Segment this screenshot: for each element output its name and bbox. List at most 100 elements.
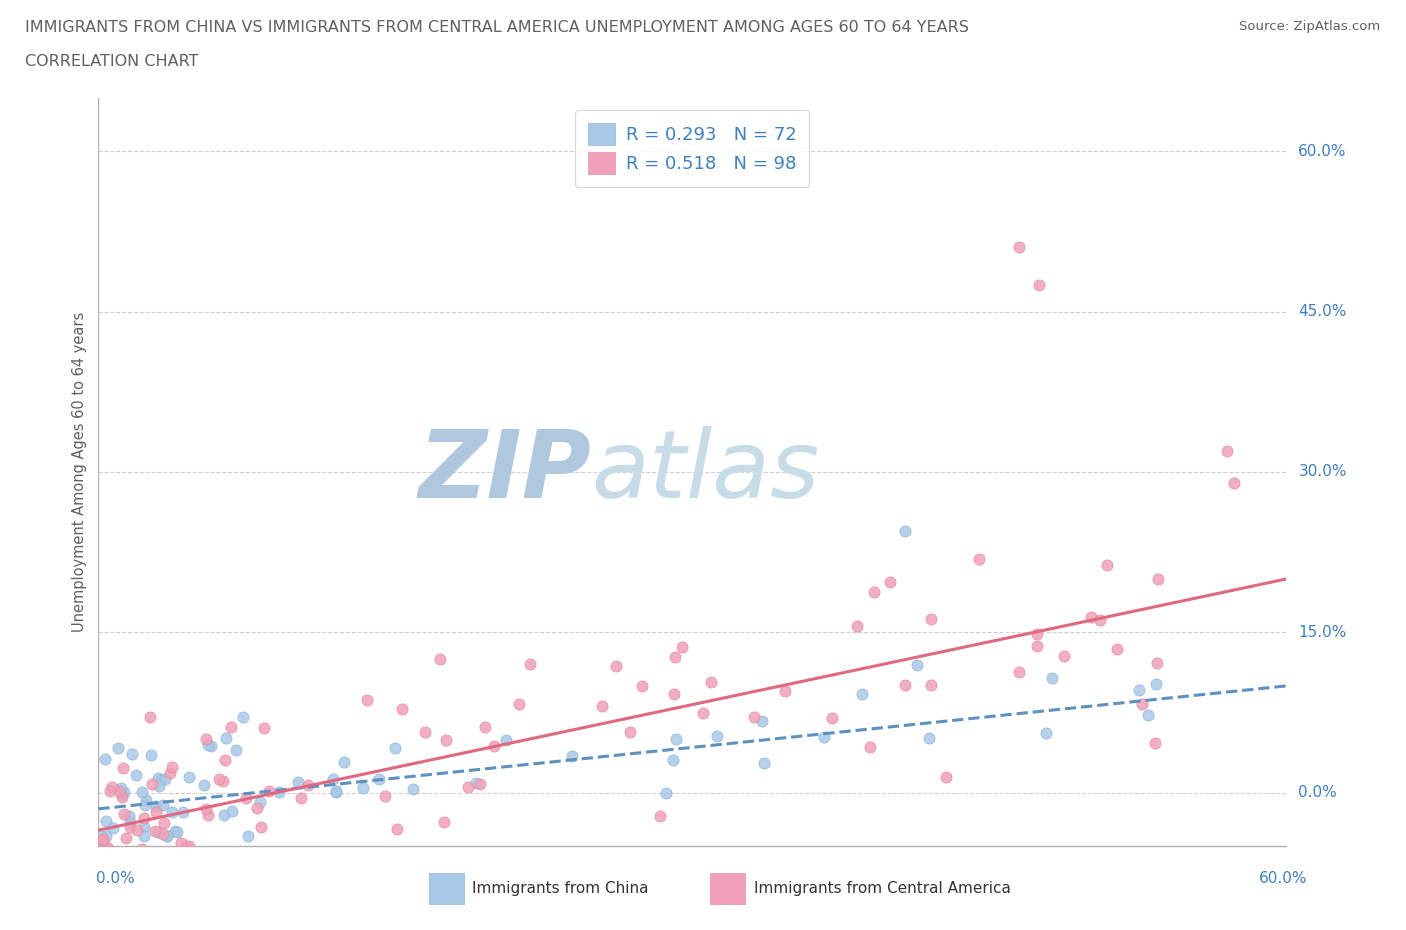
Point (208, 772, 231, 787)
Point (135, 793, 157, 808)
Point (170, 836, 193, 851)
Point (433, 815, 456, 830)
Point (94, 751, 117, 766)
Point (561, 749, 583, 764)
Point (121, 850, 143, 865)
Point (751, 714, 773, 729)
Point (465, 776, 488, 790)
Point (508, 697, 530, 711)
Point (773, 684, 796, 698)
Point (253, 721, 276, 736)
Point (385, 821, 408, 836)
Point (141, 777, 163, 791)
Point (159, 765, 181, 780)
Point (219, 720, 242, 735)
Point (662, 752, 685, 767)
Point (193, 777, 215, 792)
Point (352, 781, 374, 796)
Point (200, 738, 222, 753)
Point (225, 743, 247, 758)
Point (194, 850, 217, 865)
Point (112, 760, 135, 775)
Point (131, 784, 153, 799)
Point (1146, 656, 1168, 671)
Point (145, 799, 167, 814)
Point (153, 816, 176, 830)
Point (1146, 572, 1168, 587)
Point (429, 652, 451, 667)
Text: CORRELATION CHART: CORRELATION CHART (25, 54, 198, 69)
Point (249, 794, 271, 809)
Point (1080, 610, 1102, 625)
Point (145, 805, 167, 820)
Point (630, 679, 652, 694)
Point (752, 755, 775, 770)
Text: atlas: atlas (592, 427, 820, 517)
Point (700, 674, 723, 689)
Point (195, 802, 218, 817)
Point (91, 831, 114, 846)
Point (121, 747, 143, 762)
Point (692, 706, 714, 721)
Point (482, 739, 505, 754)
Point (325, 784, 347, 799)
Point (179, 770, 201, 785)
Point (152, 797, 174, 812)
Point (1095, 557, 1118, 572)
Point (118, 819, 141, 834)
Point (290, 791, 312, 806)
Text: 45.0%: 45.0% (1298, 304, 1347, 319)
Point (148, 778, 170, 793)
Point (197, 807, 219, 822)
Point (1088, 613, 1111, 628)
Point (112, 785, 135, 800)
Point (664, 649, 686, 664)
Point (107, 740, 129, 755)
Point (862, 584, 884, 599)
Point (920, 612, 942, 627)
Point (851, 687, 873, 702)
Point (742, 710, 765, 724)
Point (156, 829, 179, 844)
Point (156, 829, 179, 844)
Point (662, 686, 685, 701)
Point (132, 820, 155, 835)
Point (1008, 240, 1031, 255)
Point (1053, 649, 1076, 664)
Point (920, 678, 942, 693)
Text: ZIP: ZIP (419, 426, 592, 518)
Point (1042, 671, 1064, 685)
Point (1216, 444, 1239, 458)
Point (91, 832, 114, 847)
Point (1028, 277, 1050, 292)
Point (1026, 638, 1049, 653)
Point (152, 827, 174, 842)
Point (238, 829, 260, 844)
Point (101, 780, 124, 795)
Point (219, 850, 242, 865)
Point (235, 790, 257, 805)
Point (249, 819, 271, 834)
Point (967, 551, 990, 566)
Point (163, 824, 186, 839)
Point (402, 781, 425, 796)
Point (894, 524, 917, 538)
Point (215, 730, 238, 745)
Point (212, 808, 235, 823)
Point (125, 768, 148, 783)
Point (94, 842, 117, 857)
Text: 60.0%: 60.0% (1298, 143, 1347, 159)
Point (96, 840, 118, 855)
Text: IMMIGRANTS FROM CHINA VS IMMIGRANTS FROM CENTRAL AMERICA UNEMPLOYMENT AMONG AGES: IMMIGRANTS FROM CHINA VS IMMIGRANTS FROM… (25, 20, 969, 35)
Point (468, 777, 491, 791)
Point (374, 789, 396, 804)
Point (120, 815, 142, 830)
Text: 30.0%: 30.0% (1298, 464, 1347, 480)
Point (111, 790, 134, 804)
Point (322, 772, 344, 787)
Point (246, 801, 269, 816)
Point (917, 731, 939, 746)
Point (132, 811, 155, 826)
Point (105, 850, 128, 865)
Legend: R = 0.293   N = 72, R = 0.518   N = 98: R = 0.293 N = 72, R = 0.518 N = 98 (575, 111, 810, 187)
